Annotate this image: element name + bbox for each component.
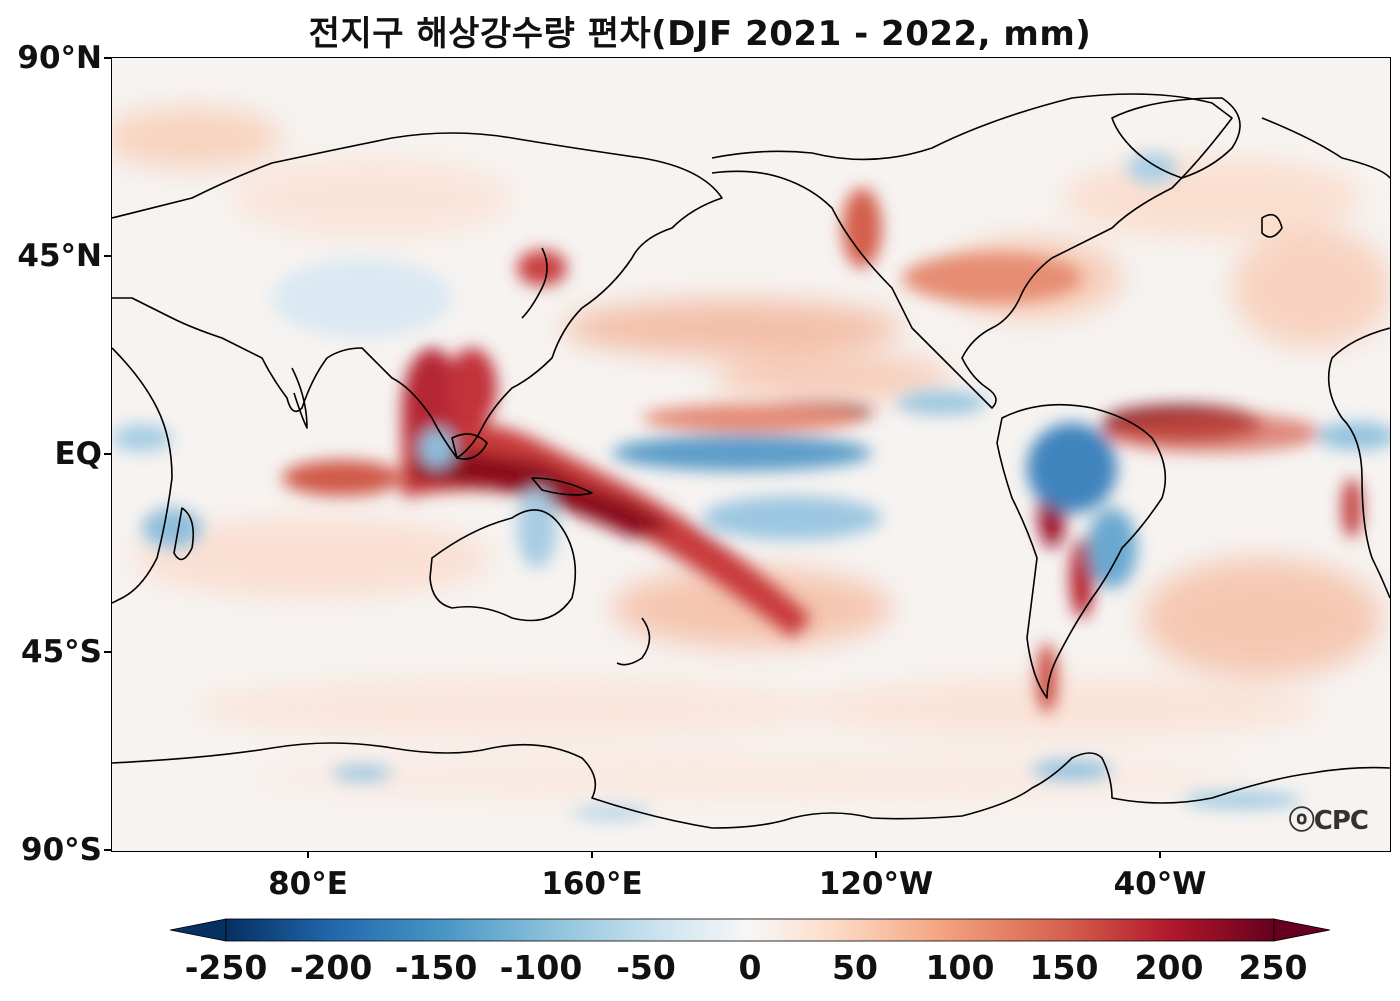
lat-tick-90s — [104, 849, 111, 851]
colorbar-label-n150: -150 — [394, 948, 478, 987]
colorbar-label-100: 100 — [925, 948, 995, 987]
lat-tick-90n — [104, 57, 111, 59]
coast-india — [291, 367, 308, 429]
lat-label-45s: 45°S — [21, 634, 102, 670]
map-svg — [112, 93, 1390, 829]
anomaly-fields-strong — [112, 153, 1390, 819]
coast-madagascar — [173, 507, 195, 561]
colorbar-extend-high — [1273, 918, 1330, 942]
lat-label-90s: 90°S — [21, 832, 102, 868]
colorbar-label-250: 250 — [1238, 948, 1308, 987]
coast-new-guinea — [531, 477, 593, 496]
coast-africa — [112, 347, 173, 604]
coastlines — [112, 93, 1390, 829]
coast-new-zealand — [616, 617, 651, 666]
coast-europe-east-edge — [1261, 117, 1390, 179]
colorbar — [170, 918, 1330, 942]
coast-greenland — [1111, 97, 1241, 179]
lat-label-90n: 90°N — [17, 40, 102, 76]
lon-label-80e: 80°E — [268, 866, 348, 902]
colorbar-label-150: 150 — [1029, 948, 1099, 987]
lat-tick-eq — [104, 453, 111, 455]
lon-label-160e: 160°E — [541, 866, 643, 902]
colorbar-label-n250: -250 — [184, 948, 268, 987]
anomaly-fields-broad — [112, 108, 1390, 803]
lon-tick-40w — [1159, 851, 1161, 858]
colorbar-label-0: 0 — [738, 948, 762, 987]
colorbar-body — [225, 918, 1275, 942]
colorbar-label-50: 50 — [832, 948, 878, 987]
lon-label-120w: 120°W — [818, 866, 934, 902]
coast-australia — [429, 509, 577, 622]
coast-south-america — [996, 403, 1167, 699]
colorbar-extend-low — [170, 918, 227, 942]
coast-eurasia — [112, 132, 723, 459]
colorbar-label-n100: -100 — [499, 948, 583, 987]
colorbar-label-n200: -200 — [289, 948, 373, 987]
lat-label-eq: EQ — [54, 436, 102, 472]
lon-tick-120w — [875, 851, 877, 858]
map-title: 전지구 해상강수량 편차(DJF 2021 - 2022, mm) — [308, 14, 1092, 54]
lat-tick-45n — [104, 255, 111, 257]
lon-tick-80e — [307, 851, 309, 858]
lat-tick-45s — [104, 651, 111, 653]
lat-label-45n: 45°N — [17, 238, 102, 274]
coast-britain — [1261, 213, 1283, 238]
cpc-watermark: ⓞCPC — [1288, 806, 1369, 836]
lon-tick-160e — [591, 851, 593, 858]
lon-label-40w: 40°W — [1113, 866, 1207, 902]
colorbar-label-200: 200 — [1134, 948, 1204, 987]
precipitation-anomaly-map: ⓞCPC — [111, 57, 1391, 852]
coast-japan — [521, 247, 548, 319]
coast-north-america — [711, 93, 1233, 409]
colorbar-label-n50: -50 — [616, 948, 676, 987]
coast-antarctica — [112, 742, 1390, 829]
coast-borneo — [451, 433, 488, 460]
coast-west-africa — [1327, 327, 1390, 599]
